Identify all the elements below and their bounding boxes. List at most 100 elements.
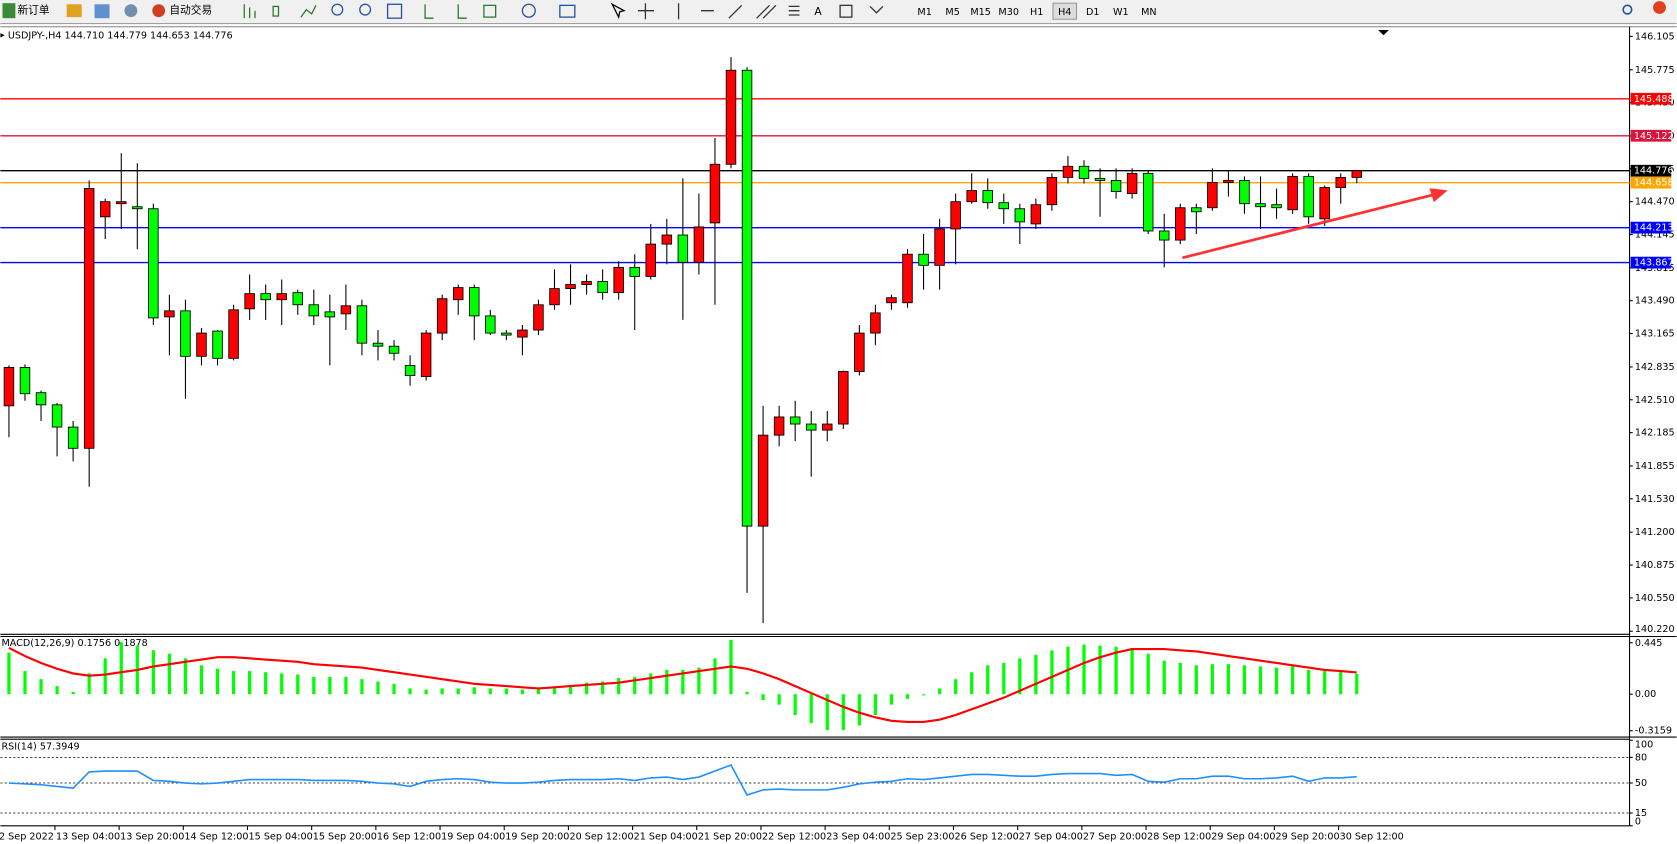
timeframe-button[interactable]: M15 (970, 7, 991, 18)
text-tool-icon[interactable]: A (814, 5, 822, 18)
candle-body (1223, 180, 1234, 183)
macd-bar (1098, 645, 1102, 695)
timeframe-button[interactable]: D1 (1086, 7, 1100, 18)
icon[interactable] (559, 4, 576, 18)
icon[interactable] (483, 4, 497, 18)
macd-bar (954, 679, 958, 695)
macd-bar (905, 694, 910, 699)
icon[interactable] (66, 4, 82, 18)
chart-info: USDJPY-,H4 144.710 144.779 144.653 144.7… (8, 30, 233, 41)
timeframe-button[interactable]: M5 (945, 7, 959, 18)
macd-bar (633, 676, 637, 695)
macd-bar (151, 650, 155, 695)
macd-bar (697, 667, 701, 695)
candle-body (292, 292, 304, 306)
candle-body (340, 305, 352, 315)
y-tick-label: 141.200 (1635, 527, 1675, 538)
x-tick-label: 19 Sep 04:00 (441, 832, 505, 843)
macd-bar (408, 688, 412, 695)
icon[interactable] (637, 3, 777, 20)
macd-bar (1258, 666, 1263, 695)
tool-icons[interactable] (243, 2, 884, 20)
auto-trade-button[interactable]: 自动交易 (152, 4, 212, 18)
candle-body (1126, 172, 1138, 195)
price-tag-label: 145.122 (1634, 131, 1674, 142)
y-tick-label: 15 (1635, 808, 1647, 819)
candle-body (1094, 177, 1106, 181)
y-tick-label: 80 (1635, 752, 1647, 763)
icon[interactable] (424, 4, 467, 19)
y-tick-label: 50 (1635, 778, 1647, 789)
candle-body (244, 293, 255, 310)
macd-bar (7, 652, 11, 695)
icon[interactable] (610, 2, 626, 20)
macd-bar (889, 694, 894, 705)
icon[interactable] (359, 3, 372, 16)
search-icon[interactable] (1622, 4, 1633, 15)
toolbar-bg (0, 0, 1677, 24)
macd-bar (568, 684, 573, 695)
icon[interactable] (386, 3, 403, 19)
icon[interactable] (124, 4, 138, 18)
timeframe-button[interactable]: H4 (1058, 7, 1071, 18)
x-tick-label: 29 Sep 20:00 (1275, 832, 1339, 843)
timeframe-button[interactable]: M1 (917, 7, 931, 18)
timeframe-button[interactable]: H1 (1030, 7, 1043, 18)
candle-body (1110, 180, 1122, 192)
macd-bar (857, 694, 861, 726)
x-tick-label: 20 Sep 12:00 (569, 832, 633, 843)
icon[interactable] (788, 5, 884, 16)
candle-body (613, 266, 624, 294)
candle-body (597, 281, 608, 294)
macd-bar (1226, 664, 1231, 695)
icon[interactable] (331, 3, 344, 16)
y-tick-label: 142.185 (1635, 428, 1675, 439)
macd-bar (921, 694, 926, 696)
macd-bar (71, 691, 75, 695)
y-tick-label: 146.105 (1635, 31, 1675, 42)
candle-body (854, 332, 865, 372)
candle-body (741, 69, 753, 527)
icon[interactable] (839, 4, 853, 18)
icon[interactable] (94, 4, 110, 19)
macd-bar (1018, 658, 1022, 695)
candle-body (1175, 207, 1186, 241)
candle-body (99, 201, 111, 218)
macd-bar (1307, 669, 1311, 695)
timeframe-button[interactable]: MN (1141, 7, 1156, 18)
macd-bar (584, 682, 589, 695)
macd-bar (1323, 671, 1327, 695)
icon[interactable] (272, 5, 280, 17)
candle-body (918, 253, 929, 266)
candle-body (902, 253, 913, 304)
new-order-button[interactable]: 新订单 (2, 3, 50, 19)
candle-body (886, 297, 897, 304)
notification-icon[interactable] (1653, 1, 1666, 14)
macd-bar (167, 653, 172, 695)
icon[interactable] (243, 4, 256, 19)
macd-bar (344, 676, 348, 695)
y-tick-label: 141.855 (1635, 461, 1675, 472)
candle-body (324, 311, 336, 318)
candle-body (116, 201, 127, 205)
candle-body (276, 293, 287, 301)
macd-bar (1130, 647, 1134, 695)
x-tick-label: 22 Sep 12:00 (762, 832, 826, 843)
toolbar: 新订单 自动交易 A M1 M5 M15 M30 H1 H4 D1 W1 MN (0, 0, 1677, 25)
macd-bar (601, 681, 605, 695)
candle-body (148, 208, 159, 319)
y-tick-label: 140.550 (1635, 593, 1675, 604)
macd-bar (841, 694, 845, 731)
timeframe-button[interactable]: M30 (998, 7, 1019, 18)
icon[interactable] (521, 3, 536, 18)
candle-body (982, 190, 993, 204)
candle-body (132, 206, 143, 210)
macd-bar (488, 688, 492, 695)
macd-bar (1034, 654, 1038, 695)
candle-body (260, 293, 271, 301)
x-tick-label: 26 Sep 12:00 (955, 832, 1019, 843)
icon[interactable] (300, 5, 317, 18)
candle-body (1319, 187, 1330, 220)
timeframe-button[interactable]: W1 (1113, 7, 1129, 18)
